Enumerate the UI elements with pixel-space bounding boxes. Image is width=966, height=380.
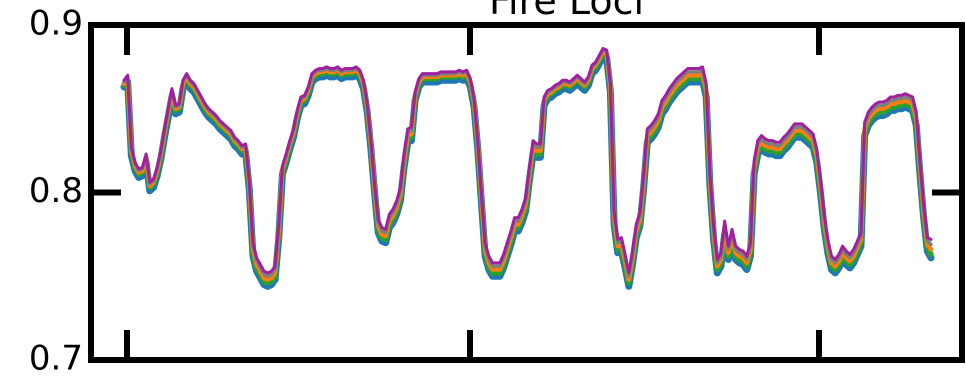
series-line-5 bbox=[122, 46, 933, 275]
y-tick-label-2: 0.8 bbox=[29, 171, 83, 211]
y-tick-label-3: 0.7 bbox=[29, 339, 83, 379]
chart-title: Fire Loci bbox=[489, 0, 644, 23]
y-tick-label-1: 0.9 bbox=[29, 4, 83, 44]
series-layer bbox=[120, 46, 935, 290]
series-line-2 bbox=[121, 50, 934, 286]
axes-layer: 0.9 0.8 0.7 bbox=[29, 4, 965, 379]
